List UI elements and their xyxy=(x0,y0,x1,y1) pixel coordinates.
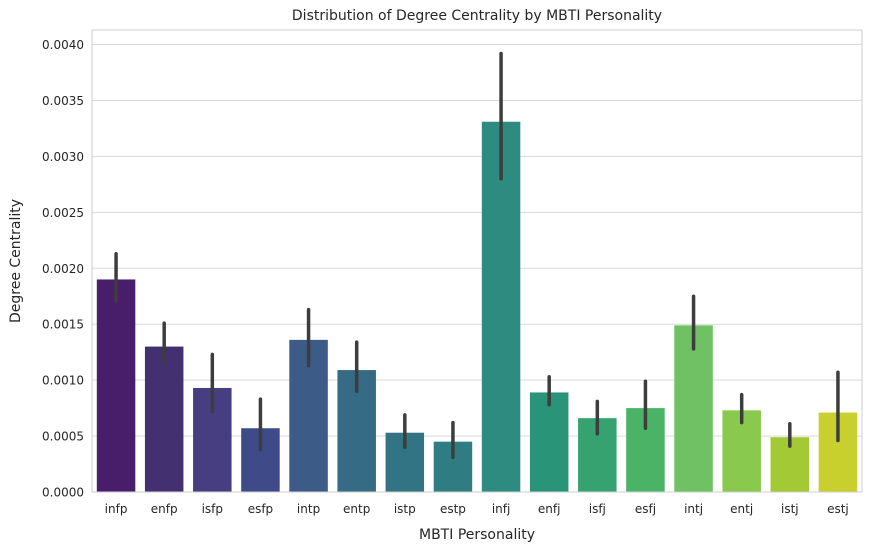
x-tick-label-enfp: enfp xyxy=(151,502,178,516)
x-tick-label-esfp: esfp xyxy=(248,502,273,516)
y-tick-label: 0.0005 xyxy=(42,430,84,444)
x-tick-label-istj: istj xyxy=(781,502,799,516)
error-bars-layer xyxy=(114,51,840,460)
bar-infp xyxy=(96,279,136,492)
bar-enfj xyxy=(529,392,569,492)
x-tick-label-entj: entj xyxy=(730,502,753,516)
y-tick-label: 0.0030 xyxy=(42,150,84,164)
x-tick-label-esfj: esfj xyxy=(635,502,656,516)
y-tick-label: 0.0025 xyxy=(42,206,84,220)
x-tick-label-infp: infp xyxy=(105,502,128,516)
bar-intj xyxy=(674,325,713,492)
x-tick-label-isfj: isfj xyxy=(589,502,606,516)
y-tick-label: 0.0015 xyxy=(42,318,84,332)
plot-frame xyxy=(91,29,863,493)
x-tick-label-intj: intj xyxy=(684,502,703,516)
x-tick-labels: infp enfp isfp esfp intp entp istp estp infj enfj… xyxy=(105,502,849,516)
y-tick-label: 0.0040 xyxy=(42,38,84,52)
y-tick-label: 0.0020 xyxy=(42,262,84,276)
bar-infj xyxy=(481,121,521,492)
bar-enfp xyxy=(144,346,184,492)
x-axis-label: MBTI Personality xyxy=(419,527,535,543)
x-tick-label-infj: infj xyxy=(492,502,511,516)
x-tick-label-istp: istp xyxy=(394,502,416,516)
x-tick-label-isfp: isfp xyxy=(202,502,223,516)
y-axis-label: Degree Centrality xyxy=(8,199,24,323)
x-tick-label-entp: entp xyxy=(343,502,370,516)
y-tick-label: 0.0010 xyxy=(42,374,84,388)
y-tick-labels: 0.0000 0.0005 0.0010 0.0015 0.0020 0.0025 0.00… xyxy=(42,38,84,499)
y-tick-label: 0.0035 xyxy=(42,94,84,108)
x-tick-label-estp: estp xyxy=(440,502,466,516)
x-tick-label-enfj: enfj xyxy=(538,502,561,516)
x-tick-label-estj: estj xyxy=(827,502,849,516)
x-tick-label-intp: intp xyxy=(297,502,320,516)
y-tick-label: 0.0000 xyxy=(42,486,84,500)
chart-title: Distribution of Degree Centrality by MBT… xyxy=(292,8,662,24)
bars-layer xyxy=(96,121,858,492)
